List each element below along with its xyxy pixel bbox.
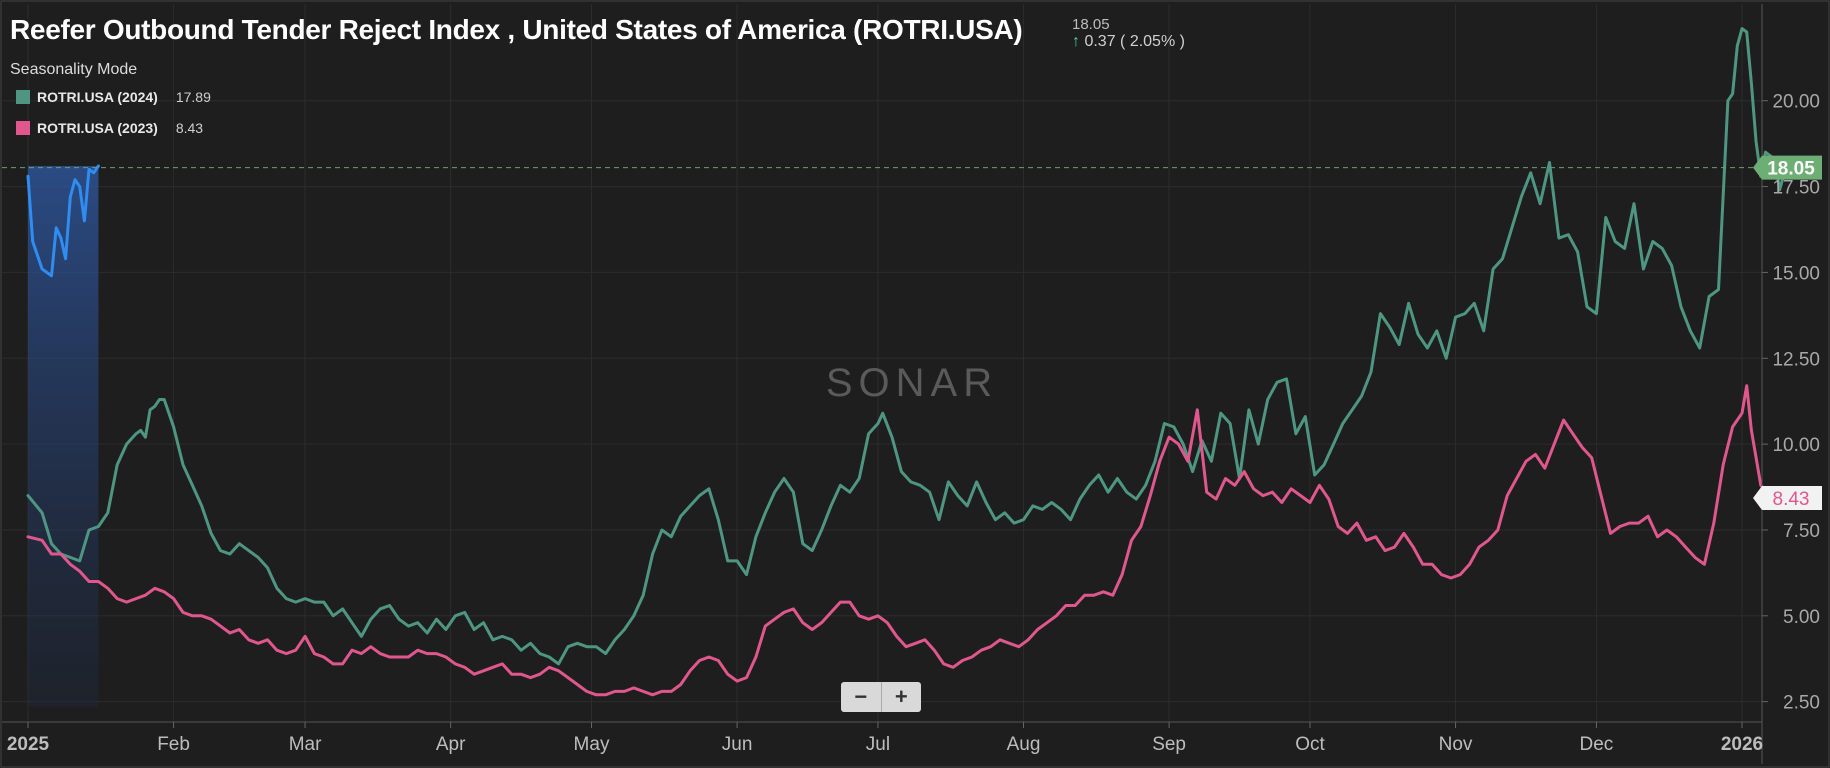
y-tick-label: 15.00 bbox=[1772, 263, 1820, 284]
x-tick-label: Apr bbox=[436, 734, 466, 755]
y-tick-label: 5.00 bbox=[1783, 607, 1820, 628]
zoom-controls: − + bbox=[841, 682, 921, 712]
quote-summary: 18.05 ↑ 0.37 ( 2.05% ) bbox=[1072, 16, 1185, 50]
zoom-in-button[interactable]: + bbox=[894, 684, 908, 709]
x-tick-label: 2026 bbox=[1721, 734, 1763, 755]
last-value-tag-2024-text: 18.05 bbox=[1767, 159, 1815, 180]
legend-label-2023: ROTRI.USA (2023) bbox=[37, 120, 158, 136]
x-tick-label: Dec bbox=[1580, 734, 1614, 755]
y-tick-label: 7.50 bbox=[1783, 521, 1820, 542]
change-text: 0.37 ( 2.05% ) bbox=[1084, 33, 1185, 50]
x-tick-label: Mar bbox=[289, 734, 322, 755]
y-tick-label: 20.00 bbox=[1772, 92, 1820, 113]
y-tick-label: 10.00 bbox=[1772, 435, 1820, 456]
series-lines bbox=[26, 27, 1786, 697]
x-tick-label: May bbox=[574, 734, 610, 755]
last-value-labels: 18.05 8.43 bbox=[1753, 155, 1822, 511]
last-value-tag-2023-shape bbox=[1753, 486, 1822, 511]
series-line-2 bbox=[26, 164, 100, 278]
y-tick-label: 2.50 bbox=[1783, 693, 1820, 714]
y-tick-label: 17.50 bbox=[1772, 178, 1820, 199]
x-tick-label: Aug bbox=[1007, 734, 1041, 755]
page-title: Reefer Outbound Tender Reject Index , Un… bbox=[10, 14, 1023, 45]
last-value-tag-2023: 8.43 bbox=[1753, 486, 1822, 511]
x-tick-label: Sep bbox=[1152, 734, 1186, 755]
y-tick-label: 12.50 bbox=[1772, 349, 1820, 370]
last-value-tag-2024-shape bbox=[1753, 155, 1822, 180]
zoom-divider bbox=[880, 682, 882, 712]
x-tick-label: 2025 bbox=[7, 734, 50, 755]
legend-value-2023: 8.43 bbox=[175, 120, 204, 136]
x-tick-label: Nov bbox=[1439, 734, 1473, 755]
last-value: 18.05 bbox=[1072, 16, 1110, 33]
seasonality-mode-label: Seasonality Mode bbox=[10, 61, 138, 78]
legend-swatch-2023 bbox=[16, 121, 30, 135]
legend-item-2023[interactable]: ROTRI.USA (2023) 8.43 bbox=[16, 120, 203, 136]
legend-value-2024: 17.89 bbox=[175, 89, 211, 105]
series-line-1 bbox=[26, 384, 1782, 697]
legend-swatch-2024 bbox=[16, 90, 30, 104]
x-tick-label: Feb bbox=[157, 734, 190, 755]
legend-label-2024: ROTRI.USA (2024) bbox=[37, 89, 158, 105]
up-arrow-icon: ↑ bbox=[1072, 33, 1080, 50]
last-value-tag-2024: 18.05 bbox=[1753, 155, 1822, 180]
legend-item-2024[interactable]: ROTRI.USA (2024) 17.89 bbox=[16, 89, 211, 105]
sonar-watermark: SONAR bbox=[826, 361, 998, 405]
change-value: ↑ 0.37 ( 2.05% ) bbox=[1072, 33, 1185, 50]
x-tick-label: Jun bbox=[722, 734, 753, 755]
series-line-0 bbox=[26, 27, 1786, 666]
zoom-out-button[interactable]: − bbox=[854, 684, 868, 709]
last-value-tag-2023-text: 8.43 bbox=[1773, 489, 1810, 510]
gridlines bbox=[2, 4, 1762, 722]
x-tick-label: Jul bbox=[866, 734, 890, 755]
x-tick-label: Oct bbox=[1295, 734, 1325, 755]
